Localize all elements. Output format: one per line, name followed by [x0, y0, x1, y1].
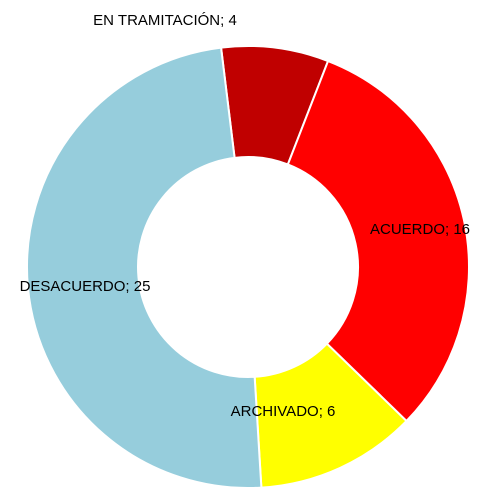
data-label: EN TRAMITACIÓN; 4	[93, 12, 237, 29]
donut-slice	[286, 59, 470, 423]
data-label: ARCHIVADO; 6	[231, 403, 336, 420]
data-label: DESACUERDO; 25	[20, 278, 151, 295]
donut-slice	[26, 46, 263, 488]
data-label: ACUERDO; 16	[370, 221, 470, 238]
